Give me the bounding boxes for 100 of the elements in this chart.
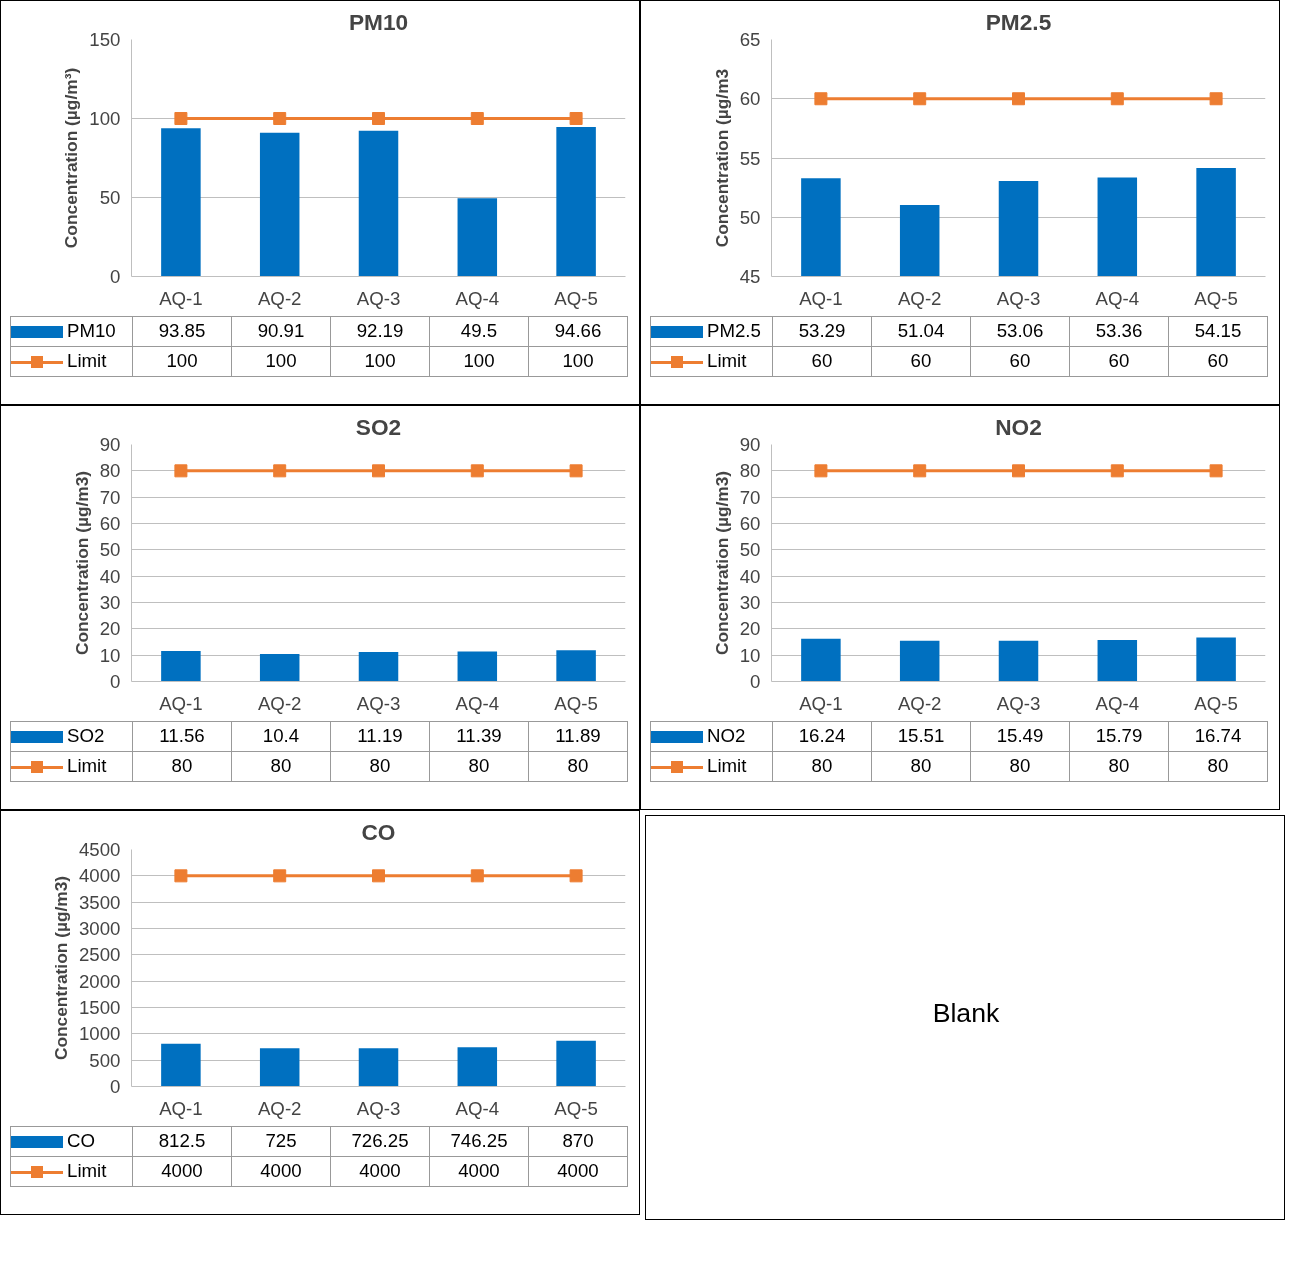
data-label: 746.25 [429, 1126, 529, 1157]
data-label: 80 [231, 751, 331, 782]
data-label: 4000 [330, 1156, 430, 1187]
y-tick-label: 30 [739, 592, 761, 613]
y-tick-label: 60 [739, 513, 761, 534]
data-label: 94.66 [528, 316, 628, 347]
y-tick-label: 4500 [79, 839, 121, 860]
data-label: 80 [1069, 751, 1169, 782]
data-label: 870 [528, 1126, 628, 1157]
data-label: 11.39 [429, 721, 529, 752]
x-tick-label: AQ-1 [159, 692, 203, 714]
x-tick-label: AQ-2 [257, 1097, 302, 1119]
legend-label: NO2 [650, 721, 773, 752]
y-tick-label: 0 [110, 266, 121, 287]
data-label: 60 [970, 346, 1070, 377]
data-label: 53.36 [1069, 316, 1169, 347]
data-label: 80 [132, 751, 232, 782]
data-label: 54.15 [1168, 316, 1268, 347]
y-tick-label: 10 [99, 644, 121, 666]
x-tick-label: AQ-3 [996, 692, 1041, 714]
data-label: 80 [1168, 751, 1268, 782]
data-label: 53.06 [970, 316, 1070, 347]
data-label: 4000 [132, 1156, 232, 1187]
data-label: 16.74 [1168, 721, 1268, 752]
y-tick-label: 50 [99, 187, 121, 208]
legend-label: Limit [10, 346, 133, 377]
data-label: 80 [330, 751, 430, 782]
y-axis-title: Concentration (µg/m3 [711, 68, 732, 248]
data-label: 51.04 [871, 316, 971, 347]
y-tick-label: 0 [110, 671, 121, 692]
y-tick-label: 0 [110, 1076, 121, 1097]
x-tick-label: AQ-2 [257, 287, 302, 309]
data-label: 16.24 [772, 721, 872, 752]
y-tick-label: 90 [739, 434, 761, 455]
y-tick-label: 80 [739, 460, 761, 482]
data-label: 725 [231, 1126, 331, 1157]
y-axis-title: Concentration (µg/m3) [711, 470, 732, 656]
y-tick-label: 40 [739, 565, 761, 587]
y-axis-title: Concentration (µg/m3) [71, 470, 92, 656]
legend-label: Limit [650, 751, 773, 782]
bar [259, 132, 300, 277]
x-tick-label: AQ-5 [1194, 692, 1238, 714]
data-label: 93.85 [132, 316, 232, 347]
y-tick-label: 150 [89, 29, 121, 50]
y-tick-label: 60 [739, 88, 761, 110]
data-label: 60 [871, 346, 971, 377]
y-tick-label: 55 [739, 147, 761, 169]
y-tick-label: 0 [750, 671, 761, 692]
data-label: 60 [1069, 346, 1169, 377]
y-axis-title: Concentration (µg/m3) [51, 875, 71, 1061]
legend-label: PM2.5 [650, 316, 773, 347]
chart-title: SO2 [355, 413, 402, 440]
y-tick-label: 40 [99, 565, 121, 587]
bar [358, 130, 399, 277]
x-tick-label: AQ-3 [996, 287, 1041, 309]
y-tick-label: 70 [739, 486, 761, 508]
y-tick-label: 50 [99, 539, 121, 561]
y-tick-label: 50 [739, 539, 761, 561]
y-axis-title: Concentration (µg/m³) [61, 67, 82, 249]
x-tick-label: AQ-2 [897, 287, 942, 309]
x-tick-label: AQ-3 [356, 287, 401, 309]
y-tick-label: 65 [739, 29, 761, 50]
x-tick-label: AQ-3 [356, 1097, 401, 1119]
legend-label: SO2 [10, 721, 133, 752]
data-label: 11.89 [528, 721, 628, 752]
data-label: 60 [1168, 346, 1268, 377]
x-tick-label: AQ-4 [1095, 692, 1140, 714]
y-tick-label: 4000 [79, 865, 121, 887]
x-tick-label: AQ-3 [356, 692, 401, 714]
bar [457, 198, 498, 277]
data-label: 4000 [429, 1156, 529, 1187]
legend-label: Limit [650, 346, 773, 377]
chart-title: PM10 [348, 8, 409, 35]
x-tick-label: AQ-4 [455, 287, 500, 309]
chart-title: PM2.5 [985, 8, 1052, 35]
x-tick-label: AQ-1 [799, 287, 843, 309]
y-tick-label: 60 [99, 513, 121, 534]
data-label: 4000 [231, 1156, 331, 1187]
data-label: 49.5 [429, 316, 529, 347]
data-label: 15.51 [871, 721, 971, 752]
y-tick-label: 20 [739, 618, 761, 640]
y-tick-label: 1000 [79, 1023, 121, 1045]
bar [556, 126, 596, 277]
x-tick-label: AQ-1 [799, 692, 843, 714]
x-tick-label: AQ-2 [897, 692, 942, 714]
bar [161, 128, 201, 277]
data-label: 100 [132, 346, 232, 377]
y-tick-label: 45 [739, 266, 761, 287]
data-label: 11.56 [132, 721, 232, 752]
data-label: 100 [429, 346, 529, 377]
data-label: 100 [231, 346, 331, 377]
y-tick-label: 3000 [79, 918, 121, 939]
data-label: 80 [871, 751, 971, 782]
x-tick-label: AQ-4 [1095, 287, 1140, 309]
y-tick-label: 1500 [79, 997, 121, 1018]
data-label: 90.91 [231, 316, 331, 347]
data-label: 100 [330, 346, 430, 377]
legend-label: Limit [10, 1156, 133, 1187]
x-tick-label: AQ-5 [554, 1097, 598, 1119]
data-label: 812.5 [132, 1126, 232, 1157]
